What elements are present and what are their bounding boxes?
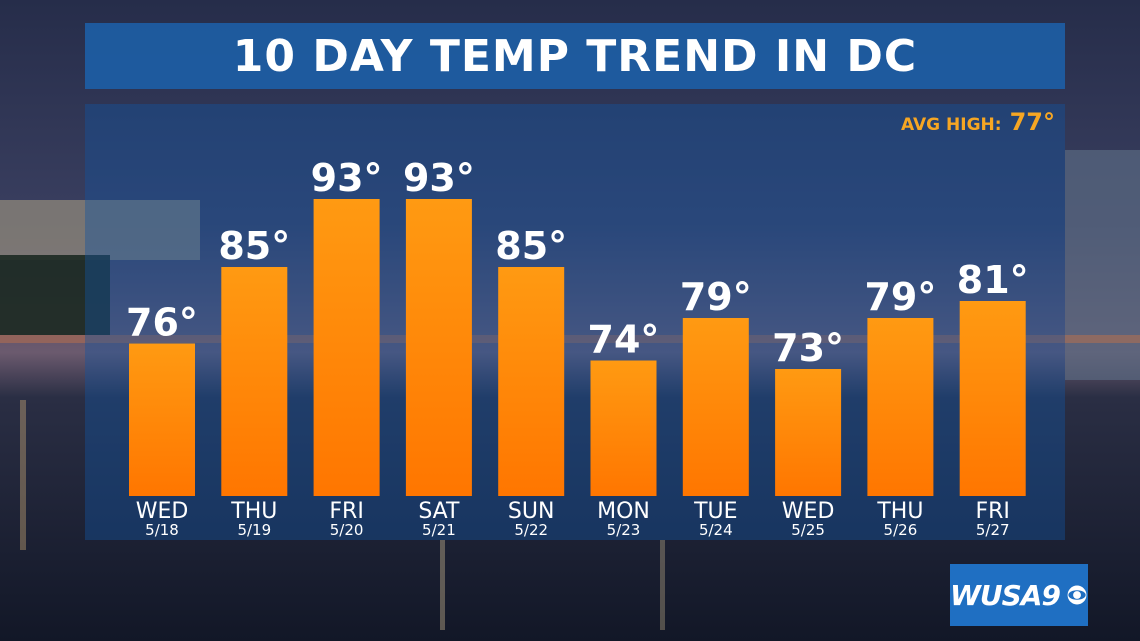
date-label: 5/21 [422, 521, 456, 539]
page-title: 10 DAY TEMP TREND IN DC [232, 30, 918, 82]
temp-bar [590, 360, 657, 496]
day-label: TUE [693, 499, 737, 524]
date-label: 5/22 [514, 521, 548, 539]
temp-value-label: 93° [311, 156, 383, 200]
day-label: SUN [508, 499, 555, 524]
temp-value-label: 79° [864, 275, 936, 319]
temp-value-label: 74° [588, 318, 660, 362]
day-label: FRI [975, 499, 1009, 524]
temp-value-label: 93° [403, 156, 475, 200]
temp-bar [313, 199, 380, 496]
day-label: FRI [329, 499, 363, 524]
date-label: 5/26 [884, 521, 918, 539]
temp-bar [682, 318, 749, 496]
avg-high-label: AVG HIGH: [901, 115, 1002, 135]
day-label: THU [876, 499, 923, 524]
date-label: 5/25 [791, 521, 825, 539]
title-bar: 10 DAY TEMP TREND IN DC [85, 23, 1065, 89]
cbs-eye-icon [1067, 585, 1087, 605]
temp-value-label: 76° [126, 301, 198, 345]
logo-text: WUSA9 [950, 578, 1061, 612]
date-label: 5/27 [976, 521, 1010, 539]
avg-high-value: 77° [1009, 108, 1055, 136]
temp-value-label: 73° [772, 326, 844, 370]
day-label: SAT [418, 499, 460, 524]
day-label: WED [782, 499, 835, 524]
temp-bar [959, 301, 1026, 496]
temp-value-label: 81° [957, 258, 1029, 302]
date-label: 5/23 [607, 521, 641, 539]
temp-bar [129, 343, 195, 496]
day-label: WED [136, 499, 189, 524]
temp-value-label: 79° [680, 275, 752, 319]
day-label: THU [230, 499, 277, 524]
temp-bar [498, 267, 565, 496]
avg-high: AVG HIGH: 77° [901, 108, 1055, 136]
temp-value-label: 85° [495, 224, 567, 268]
temp-bar [867, 318, 934, 496]
temp-bar [221, 267, 288, 496]
date-label: 5/20 [330, 521, 364, 539]
date-label: 5/18 [145, 521, 179, 539]
date-label: 5/24 [699, 521, 733, 539]
station-logo: WUSA9 [950, 564, 1088, 626]
temp-value-label: 85° [218, 224, 290, 268]
date-label: 5/19 [237, 521, 271, 539]
day-label: MON [597, 499, 650, 524]
temp-bar [775, 369, 842, 496]
temperature-bar-chart: 76°WED5/1885°THU5/1993°FRI5/2093°SAT5/21… [126, 156, 1029, 539]
temp-bar [405, 199, 472, 496]
